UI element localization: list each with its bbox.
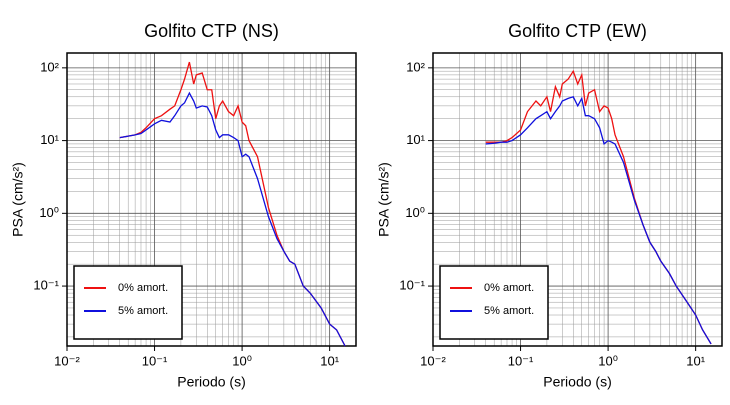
x-tick-label: 10⁰ <box>232 353 252 368</box>
chart-title: Golfito CTP (EW) <box>508 21 647 41</box>
y-tick-label: 10¹ <box>406 132 425 147</box>
y-tick-label: 10⁰ <box>405 205 425 220</box>
x-axis-label: Periodo (s) <box>177 374 245 390</box>
y-axis-label: PSA (cm/s²) <box>10 162 26 237</box>
x-tick-label: 10¹ <box>686 353 705 368</box>
y-tick-label: 10¹ <box>40 132 59 147</box>
legend-label: 0% amort. <box>118 282 168 294</box>
chart-title: Golfito CTP (NS) <box>144 21 279 41</box>
legend-label: 5% amort. <box>118 305 168 317</box>
x-tick-label: 10⁻² <box>420 353 446 368</box>
legend-label: 5% amort. <box>484 305 534 317</box>
plot-frame <box>66 52 357 347</box>
series-line <box>119 91 346 347</box>
x-tick-label: 10⁻¹ <box>508 353 534 368</box>
legend-label: 0% amort. <box>484 282 534 294</box>
x-axis-label: Periodo (s) <box>543 374 611 390</box>
x-tick-label: 10⁻¹ <box>142 353 168 368</box>
x-tick-label: 10⁰ <box>598 353 618 368</box>
y-tick-label: 10⁻¹ <box>33 278 59 293</box>
plot-frame <box>432 52 723 347</box>
y-tick-label: 10² <box>406 59 425 74</box>
y-tick-label: 10⁰ <box>39 205 59 220</box>
legend-box <box>439 265 549 340</box>
x-tick-label: 10¹ <box>320 353 339 368</box>
legend-box <box>73 265 183 340</box>
series-line <box>485 96 712 345</box>
x-tick-label: 10⁻² <box>54 353 80 368</box>
y-tick-label: 10² <box>40 59 59 74</box>
y-tick-label: 10⁻¹ <box>399 278 425 293</box>
y-axis-label: PSA (cm/s²) <box>376 162 392 237</box>
